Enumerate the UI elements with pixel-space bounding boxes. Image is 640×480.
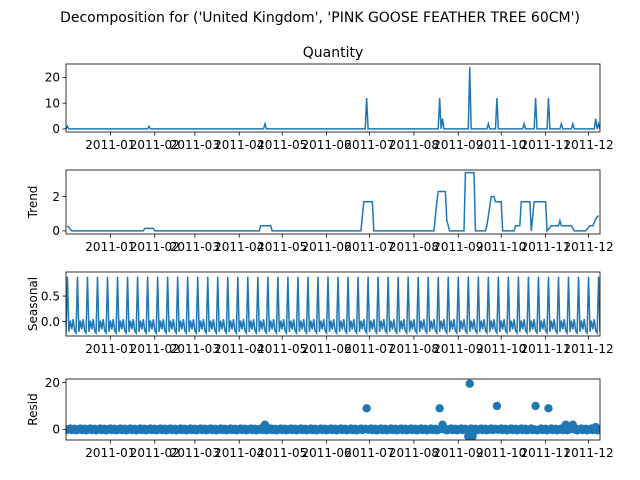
x-tick-label: 2011-04	[214, 342, 264, 356]
x-tick-label: 2011-06	[301, 342, 351, 356]
x-tick-label: 2011-04	[214, 446, 264, 460]
x-tick-label: 2011-10	[476, 138, 526, 152]
resid-outlier-point	[531, 401, 540, 411]
figure-suptitle: Decomposition for ('United Kingdom', 'PI…	[60, 10, 580, 26]
x-tick-label: 2011-01	[85, 446, 135, 460]
panel-2-ylabel: Trend	[26, 186, 40, 220]
x-tick-label: 2011-12	[563, 342, 613, 356]
x-tick-label: 2011-08	[389, 446, 439, 460]
trend-series-line	[66, 171, 600, 233]
resid-outlier-point	[468, 432, 477, 440]
resid-outlier-point	[544, 404, 553, 413]
panel-4-frame	[65, 378, 601, 441]
x-tick-label: 2011-08	[389, 138, 439, 152]
y-tick-label: 0.5	[41, 289, 60, 303]
y-tick-label: 0	[52, 423, 60, 437]
x-tick-label: 2011-07	[344, 446, 394, 460]
resid-outlier-point	[260, 420, 270, 429]
x-tick-label: 2011-10	[476, 342, 526, 356]
resid-outlier-point	[362, 404, 371, 413]
x-tick-label: 2011-03	[170, 138, 220, 152]
x-tick-label: 2011-02	[130, 138, 180, 152]
x-tick-label: 2011-02	[130, 342, 180, 356]
y-tick-label: 0	[52, 224, 60, 238]
y-tick-label: 20	[45, 376, 60, 390]
x-tick-label: 2011-12	[563, 446, 613, 460]
x-tick-label: 2011-08	[389, 342, 439, 356]
x-tick-label: 2011-05	[257, 240, 307, 254]
x-tick-label: 2011-11	[521, 240, 571, 254]
x-tick-label: 2011-03	[170, 342, 220, 356]
panel-2-frame	[65, 169, 601, 235]
panel-1-frame	[65, 63, 601, 133]
resid-outlier-point	[492, 401, 502, 411]
x-tick-label: 2011-12	[563, 240, 613, 254]
resid-outlier-point	[438, 420, 447, 429]
quantity-series-line	[66, 67, 600, 130]
x-tick-label: 2011-03	[170, 240, 220, 254]
x-tick-label: 2011-07	[344, 240, 394, 254]
x-tick-label: 2011-09	[433, 342, 483, 356]
x-tick-label: 2011-01	[85, 240, 135, 254]
x-tick-label: 2011-11	[521, 342, 571, 356]
x-tick-label: 2011-09	[433, 138, 483, 152]
x-tick-label: 2011-05	[257, 446, 307, 460]
x-tick-label: 2011-03	[170, 446, 220, 460]
resid-outlier-point	[568, 420, 577, 429]
x-tick-label: 2011-01	[85, 138, 135, 152]
x-tick-label: 2011-12	[563, 138, 613, 152]
x-tick-label: 2011-07	[344, 138, 394, 152]
x-tick-label: 2011-09	[433, 446, 483, 460]
resid-outlier-point	[561, 420, 570, 429]
x-tick-label: 2011-01	[85, 342, 135, 356]
panel-3-frame	[65, 271, 601, 337]
seasonal-series-line	[66, 276, 600, 336]
x-tick-label: 2011-06	[301, 138, 351, 152]
x-tick-label: 2011-06	[301, 446, 351, 460]
resid-outlier-point	[591, 422, 600, 432]
y-tick-label: 0	[52, 122, 60, 136]
y-tick-label: 2	[52, 190, 60, 204]
x-tick-label: 2011-09	[433, 240, 483, 254]
x-tick-label: 2011-05	[257, 138, 307, 152]
resid-outlier-point	[435, 404, 444, 413]
x-tick-label: 2011-10	[476, 240, 526, 254]
y-tick-label: 0.0	[41, 315, 60, 329]
x-tick-label: 2011-08	[389, 240, 439, 254]
panel-1-title: Quantity	[303, 45, 364, 61]
panel-4-ylabel: Resid	[26, 393, 40, 425]
x-tick-label: 2011-07	[344, 342, 394, 356]
x-tick-label: 2011-04	[214, 138, 264, 152]
panel-3-ylabel: Seasonal	[26, 277, 40, 331]
y-tick-label: 20	[45, 71, 60, 85]
x-tick-label: 2011-10	[476, 446, 526, 460]
x-tick-label: 2011-02	[130, 446, 180, 460]
y-tick-label: 10	[45, 96, 60, 110]
x-tick-label: 2011-05	[257, 342, 307, 356]
resid-outlier-point	[465, 379, 474, 388]
x-tick-label: 2011-06	[301, 240, 351, 254]
x-tick-label: 2011-04	[214, 240, 264, 254]
x-tick-label: 2011-02	[130, 240, 180, 254]
x-tick-label: 2011-11	[521, 446, 571, 460]
x-tick-label: 2011-11	[521, 138, 571, 152]
